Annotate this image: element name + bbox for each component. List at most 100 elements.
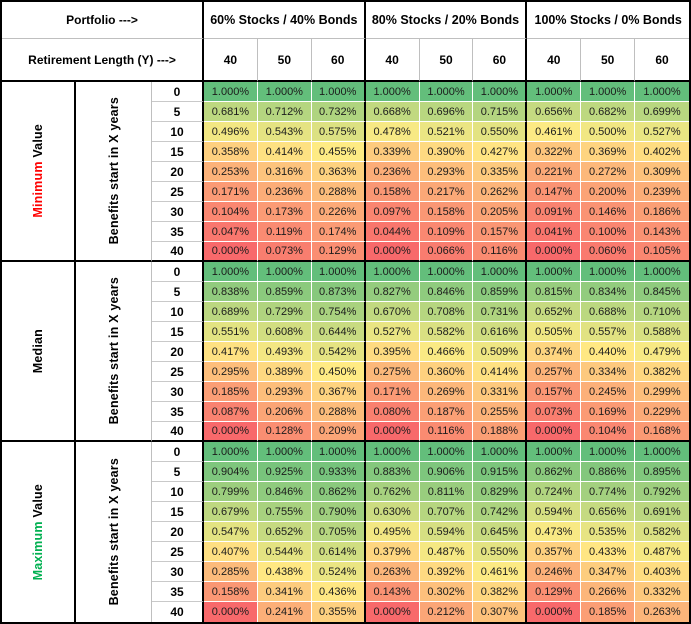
heatmap-cell[interactable]: 0.762%: [365, 482, 420, 502]
row-label[interactable]: 5: [152, 102, 204, 122]
heatmap-cell[interactable]: 0.551%: [204, 322, 258, 342]
heatmap-cell[interactable]: 1.000%: [257, 82, 312, 102]
section-label-minimum-value[interactable]: Minimum Value: [2, 82, 76, 262]
heatmap-cell[interactable]: 0.527%: [635, 122, 689, 142]
heatmap-cell[interactable]: 0.097%: [365, 202, 420, 222]
heatmap-cell[interactable]: 0.229%: [635, 402, 689, 422]
heatmap-cell[interactable]: 1.000%: [257, 442, 312, 462]
heatmap-cell[interactable]: 0.157%: [473, 222, 528, 242]
heatmap-cell[interactable]: 0.550%: [473, 542, 528, 562]
heatmap-cell[interactable]: 0.487%: [635, 542, 689, 562]
portfolio-header-80-20[interactable]: 80% Stocks / 20% Bonds: [365, 2, 528, 39]
heatmap-cell[interactable]: 1.000%: [581, 262, 636, 282]
heatmap-cell[interactable]: 0.174%: [311, 222, 366, 242]
heatmap-cell[interactable]: 0.904%: [204, 462, 258, 482]
heatmap-cell[interactable]: 0.461%: [527, 122, 582, 142]
heatmap-cell[interactable]: 0.288%: [311, 402, 366, 422]
heatmap-cell[interactable]: 0.588%: [635, 322, 689, 342]
heatmap-cell[interactable]: 0.295%: [204, 362, 258, 382]
heatmap-cell[interactable]: 0.829%: [473, 482, 528, 502]
heatmap-cell[interactable]: 0.862%: [311, 482, 366, 502]
row-label[interactable]: 10: [152, 122, 204, 142]
row-label[interactable]: 35: [152, 402, 204, 422]
heatmap-cell[interactable]: 0.582%: [635, 522, 689, 542]
heatmap-cell[interactable]: 0.000%: [527, 602, 582, 622]
heatmap-cell[interactable]: 0.066%: [419, 242, 474, 262]
heatmap-cell[interactable]: 0.799%: [204, 482, 258, 502]
heatmap-cell[interactable]: 0.729%: [257, 302, 312, 322]
row-label[interactable]: 30: [152, 382, 204, 402]
heatmap-cell[interactable]: 0.679%: [204, 502, 258, 522]
heatmap-cell[interactable]: 0.262%: [473, 182, 528, 202]
row-label[interactable]: 20: [152, 342, 204, 362]
heatmap-cell[interactable]: 0.575%: [311, 122, 366, 142]
heatmap-cell[interactable]: 0.239%: [635, 182, 689, 202]
heatmap-cell[interactable]: 0.143%: [635, 222, 689, 242]
row-label[interactable]: 0: [152, 442, 204, 462]
heatmap-cell[interactable]: 0.699%: [635, 102, 689, 122]
heatmap-cell[interactable]: 0.073%: [257, 242, 312, 262]
heatmap-cell[interactable]: 0.332%: [635, 582, 689, 602]
heatmap-cell[interactable]: 0.616%: [473, 322, 528, 342]
row-label[interactable]: 0: [152, 262, 204, 282]
heatmap-cell[interactable]: 1.000%: [365, 82, 420, 102]
heatmap-cell[interactable]: 0.185%: [204, 382, 258, 402]
heatmap-cell[interactable]: 0.582%: [419, 322, 474, 342]
heatmap-cell[interactable]: 0.255%: [473, 402, 528, 422]
portfolio-axis-label-cell[interactable]: Portfolio --->: [2, 2, 204, 39]
heatmap-cell[interactable]: 0.187%: [419, 402, 474, 422]
row-axis-label-minimum-value[interactable]: Benefits start in X years: [76, 82, 152, 262]
heatmap-cell[interactable]: 1.000%: [527, 262, 582, 282]
heatmap-cell[interactable]: 0.221%: [527, 162, 582, 182]
heatmap-cell[interactable]: 0.105%: [635, 242, 689, 262]
heatmap-cell[interactable]: 0.263%: [635, 602, 689, 622]
heatmap-cell[interactable]: 0.000%: [527, 242, 582, 262]
heatmap-cell[interactable]: 0.479%: [635, 342, 689, 362]
row-label[interactable]: 15: [152, 142, 204, 162]
heatmap-cell[interactable]: 0.656%: [581, 502, 636, 522]
row-label[interactable]: 40: [152, 602, 204, 622]
heatmap-cell[interactable]: 0.000%: [365, 422, 420, 442]
heatmap-cell[interactable]: 0.169%: [581, 402, 636, 422]
heatmap-cell[interactable]: 0.000%: [527, 422, 582, 442]
heatmap-cell[interactable]: 0.382%: [635, 362, 689, 382]
heatmap-cell[interactable]: 0.104%: [581, 422, 636, 442]
row-label[interactable]: 35: [152, 222, 204, 242]
retirement-length-col-header[interactable]: 50: [257, 39, 312, 82]
heatmap-cell[interactable]: 0.168%: [635, 422, 689, 442]
heatmap-cell[interactable]: 0.732%: [311, 102, 366, 122]
heatmap-cell[interactable]: 0.790%: [311, 502, 366, 522]
heatmap-cell[interactable]: 0.073%: [527, 402, 582, 422]
heatmap-cell[interactable]: 0.715%: [473, 102, 528, 122]
heatmap-cell[interactable]: 0.245%: [581, 382, 636, 402]
heatmap-cell[interactable]: 1.000%: [527, 442, 582, 462]
heatmap-cell[interactable]: 0.682%: [581, 102, 636, 122]
portfolio-header-60-40[interactable]: 60% Stocks / 40% Bonds: [204, 2, 366, 39]
heatmap-cell[interactable]: 0.608%: [257, 322, 312, 342]
heatmap-cell[interactable]: 0.846%: [419, 282, 474, 302]
retirement-length-axis-label-cell[interactable]: Retirement Length (Y) --->: [2, 39, 204, 82]
heatmap-cell[interactable]: 0.542%: [311, 342, 366, 362]
heatmap-cell[interactable]: 0.119%: [257, 222, 312, 242]
row-label[interactable]: 5: [152, 462, 204, 482]
retirement-length-col-header[interactable]: 60: [311, 39, 366, 82]
heatmap-cell[interactable]: 0.478%: [365, 122, 420, 142]
heatmap-cell[interactable]: 0.873%: [311, 282, 366, 302]
heatmap-cell[interactable]: 0.322%: [527, 142, 582, 162]
heatmap-cell[interactable]: 0.705%: [311, 522, 366, 542]
heatmap-cell[interactable]: 0.185%: [581, 602, 636, 622]
heatmap-cell[interactable]: 0.000%: [365, 602, 420, 622]
heatmap-cell[interactable]: 0.236%: [257, 182, 312, 202]
heatmap-cell[interactable]: 0.417%: [204, 342, 258, 362]
heatmap-cell[interactable]: 0.272%: [581, 162, 636, 182]
heatmap-cell[interactable]: 0.670%: [365, 302, 420, 322]
heatmap-cell[interactable]: 0.509%: [473, 342, 528, 362]
heatmap-cell[interactable]: 0.933%: [311, 462, 366, 482]
heatmap-cell[interactable]: 0.266%: [581, 582, 636, 602]
heatmap-cell[interactable]: 0.436%: [311, 582, 366, 602]
heatmap-cell[interactable]: 1.000%: [473, 82, 528, 102]
heatmap-cell[interactable]: 0.652%: [527, 302, 582, 322]
heatmap-cell[interactable]: 0.630%: [365, 502, 420, 522]
heatmap-cell[interactable]: 0.000%: [204, 602, 258, 622]
heatmap-cell[interactable]: 0.681%: [204, 102, 258, 122]
